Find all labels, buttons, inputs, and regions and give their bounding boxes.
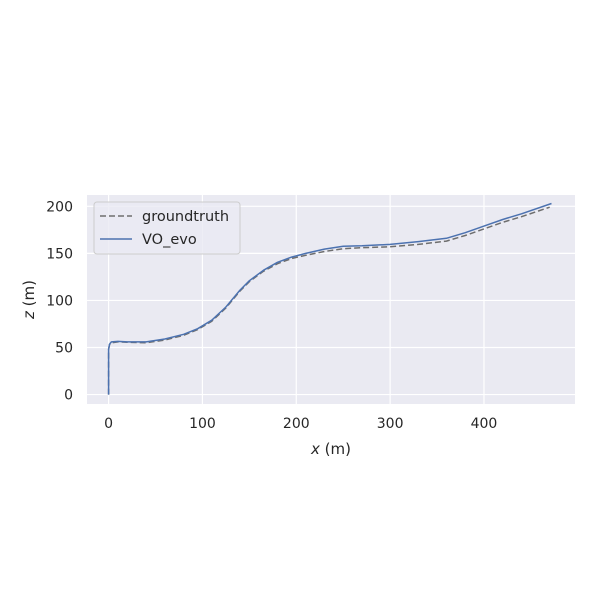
y-tick-label: 0 [64,388,73,404]
x-tick-label: 400 [471,416,498,432]
legend: groundtruth VO_evo [93,201,241,255]
x-tick-label: 0 [104,416,113,432]
x-tick-label: 300 [377,416,404,432]
tick-labels: 0 100 200 300 400 0 50 100 150 200 [46,199,497,432]
x-axis-label: x (m) [310,440,351,458]
y-axis-label: z (m) [20,280,38,320]
grid [87,195,575,404]
series-line-vo-evo [107,202,552,395]
legend-box [93,201,241,255]
y-tick-label: 200 [46,199,73,215]
y-tick-label: 150 [46,246,73,262]
x-tick-label: 200 [283,416,310,432]
y-tick-label: 100 [46,293,73,309]
legend-label-vo-evo: VO_evo [142,232,197,248]
y-tick-label: 50 [55,341,73,357]
x-tick-label: 100 [189,416,216,432]
series-layer [107,202,552,395]
legend-label-groundtruth: groundtruth [142,209,229,225]
